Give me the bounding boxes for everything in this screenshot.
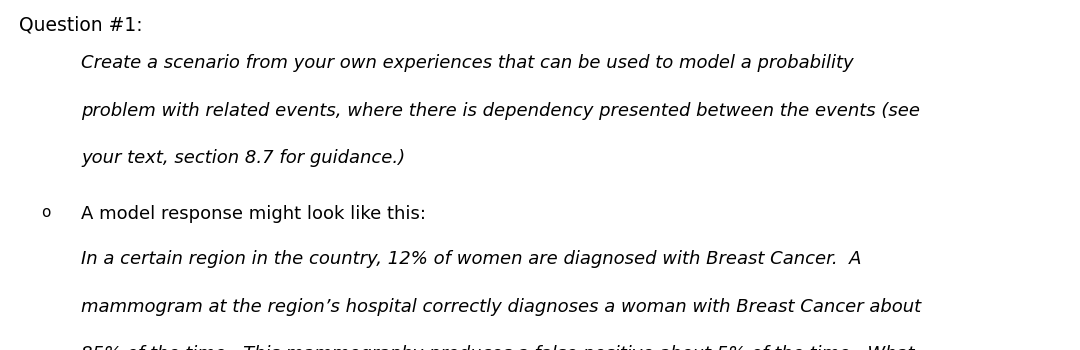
Text: A model response might look like this:: A model response might look like this: xyxy=(81,205,426,223)
Text: mammogram at the region’s hospital correctly diagnoses a woman with Breast Cance: mammogram at the region’s hospital corre… xyxy=(81,298,921,315)
Text: your text, section 8.7 for guidance.): your text, section 8.7 for guidance.) xyxy=(81,149,405,167)
Text: In a certain region in the country, 12% of women are diagnosed with Breast Cance: In a certain region in the country, 12% … xyxy=(81,250,862,268)
Text: o: o xyxy=(41,205,50,220)
Text: 85% of the time.  This mammography produces a false positive about 5% of the tim: 85% of the time. This mammography produc… xyxy=(81,345,915,350)
Text: Create a scenario from your own experiences that can be used to model a probabil: Create a scenario from your own experien… xyxy=(81,54,853,72)
Text: problem with related events, where there is dependency presented between the eve: problem with related events, where there… xyxy=(81,102,920,119)
Text: Question #1:: Question #1: xyxy=(19,16,143,35)
